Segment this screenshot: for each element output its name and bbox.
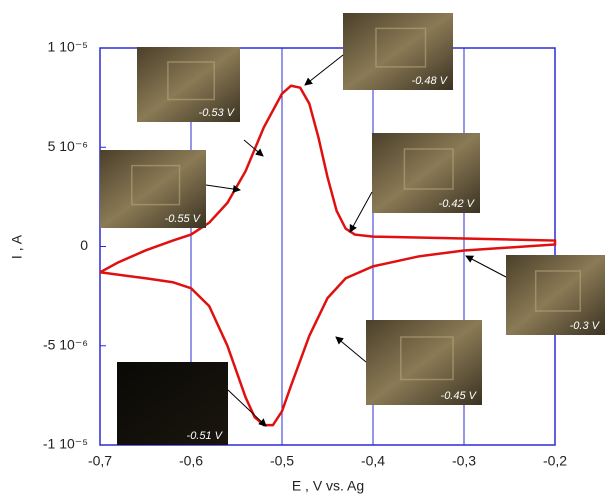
annotation-arrow — [335, 336, 367, 363]
inset-label: -0.53 V — [199, 107, 236, 119]
x-axis-label: E , V vs. Ag — [292, 478, 364, 494]
x-tick-label: -0,2 — [543, 453, 567, 469]
inset-label: -0.51 V — [187, 430, 224, 442]
inset-photo — [506, 255, 605, 335]
annotation-arrow — [205, 184, 241, 193]
annotation-arrow — [465, 255, 507, 278]
inset-photo — [137, 47, 240, 122]
y-axis-label: I , A — [9, 234, 25, 259]
plot-frame — [99, 47, 556, 446]
y-tick-label: 0 — [80, 237, 88, 253]
annotation-arrow — [243, 139, 264, 157]
y-tick-label: -1 10⁻⁵ — [43, 436, 88, 452]
y-tick-label: -5 10⁻⁶ — [43, 336, 88, 352]
inset-photo — [366, 320, 482, 405]
inset-label: -0.55 V — [165, 213, 202, 225]
inset-photo — [117, 362, 228, 445]
inset-photo-detail — [403, 148, 454, 190]
inset-photo-detail — [375, 27, 427, 68]
inset-photo — [343, 13, 453, 90]
inset-label: -0.3 V — [570, 320, 601, 332]
annotation-arrow — [349, 191, 373, 233]
x-tick-label: -0,5 — [270, 453, 294, 469]
x-tick-label: -0,3 — [452, 453, 476, 469]
inset-photo-detail — [400, 336, 454, 381]
inset-photo-detail — [534, 270, 582, 312]
x-tick-label: -0,6 — [179, 453, 203, 469]
y-tick-label: 5 10⁻⁶ — [48, 138, 88, 154]
inset-label: -0.45 V — [441, 390, 478, 402]
inset-photo-detail — [131, 164, 181, 206]
inset-photo-detail — [167, 61, 215, 101]
inset-label: -0.48 V — [412, 75, 449, 87]
inset-label: -0.42 V — [439, 198, 476, 210]
x-tick-label: -0,7 — [88, 453, 112, 469]
inset-photo — [372, 133, 480, 213]
y-tick-label: 1 10⁻⁵ — [48, 39, 88, 55]
annotation-arrow — [227, 389, 267, 427]
x-tick-label: -0,4 — [361, 453, 385, 469]
inset-photo — [100, 150, 206, 228]
annotation-arrow — [304, 54, 344, 86]
